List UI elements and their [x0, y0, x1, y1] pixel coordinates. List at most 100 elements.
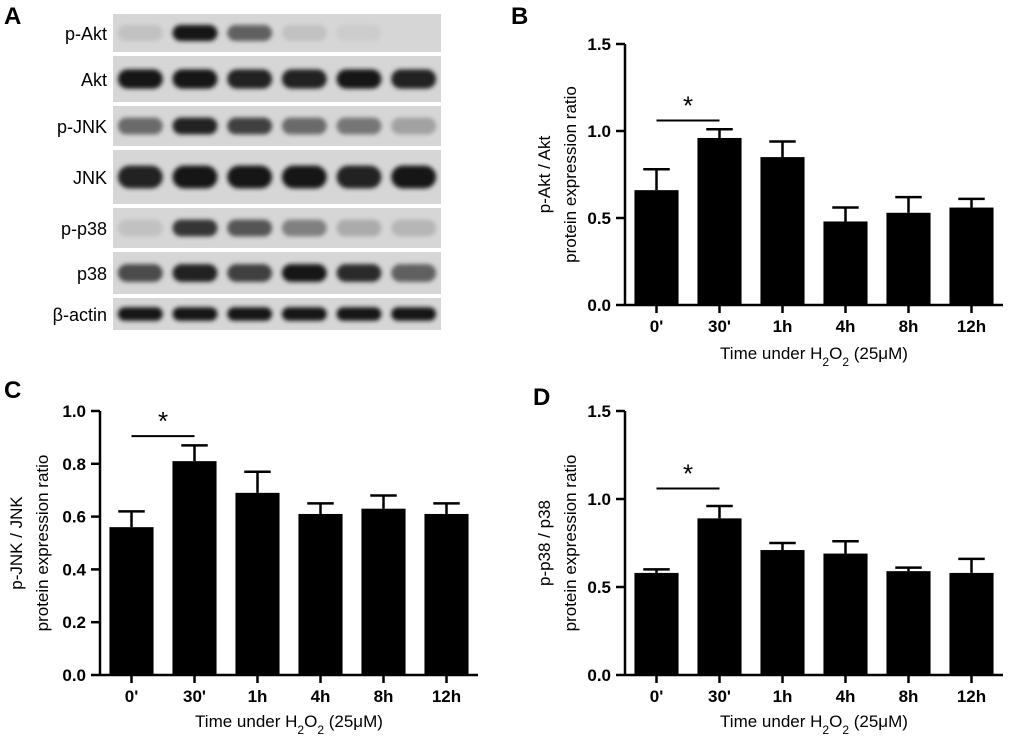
bar	[235, 492, 280, 675]
blot-band	[172, 264, 218, 282]
x-tick-label: 0'	[125, 687, 139, 706]
x-tick-label: 30'	[183, 687, 206, 706]
blot-band	[117, 264, 163, 282]
chart-c-plot: 0.0 0.2 0.4 0.6 0.8 1.0 0' 30' 1h 4h 8h 12h * p-JNK /…	[7, 402, 478, 736]
y-tick-label: 0.8	[62, 455, 86, 474]
blot-row-label: p-p38	[61, 219, 107, 239]
y-tick-label: 0.5	[587, 209, 611, 228]
blot-band	[391, 219, 437, 237]
blot-band	[281, 117, 327, 135]
y-tick-label: 1.0	[587, 122, 611, 141]
bar	[634, 190, 679, 305]
y-tick-label: 0.6	[62, 508, 86, 527]
blot-band	[172, 307, 218, 321]
x-tick-label: 1h	[773, 317, 793, 336]
blot-band	[281, 25, 327, 41]
blot-band	[281, 219, 327, 237]
blot-band	[117, 69, 163, 89]
blot-row-label: JNK	[73, 168, 107, 188]
bar	[823, 553, 868, 675]
bar	[886, 571, 931, 675]
blot-band	[117, 307, 163, 321]
blot-band	[172, 219, 218, 237]
blot-strip	[113, 56, 441, 102]
significance-marker: *	[683, 458, 693, 488]
bar	[361, 508, 406, 675]
y-axis-label: protein expression ratio	[33, 455, 52, 632]
blot-band	[391, 307, 437, 321]
bar	[697, 518, 742, 675]
x-tick-label: 4h	[311, 687, 331, 706]
x-tick-label: 12h	[957, 687, 986, 706]
y-axis-label: protein expression ratio	[561, 86, 580, 263]
bar	[949, 572, 994, 675]
blot-band	[281, 307, 327, 321]
blot-row-label: p-JNK	[57, 117, 107, 137]
bar	[298, 513, 343, 675]
blot-band	[227, 307, 273, 321]
blot-band	[227, 69, 273, 89]
significance-marker: *	[683, 91, 693, 121]
blot-band	[227, 165, 273, 189]
blot-band	[336, 219, 382, 237]
blot-band	[391, 264, 437, 282]
blot-band	[391, 165, 437, 189]
blot-band	[336, 307, 382, 321]
blot-band	[172, 165, 218, 189]
panel-a-western-blot: A p-Akt Akt p-JNK JNK p-p38 p38 β-actin	[4, 3, 441, 330]
blot-strip	[113, 298, 441, 330]
blot-band	[172, 69, 218, 89]
y-tick-label: 0.2	[62, 613, 86, 632]
y-tick-label: 0.4	[62, 560, 86, 579]
blot-band	[336, 117, 382, 135]
x-tick-label: 30'	[708, 317, 731, 336]
panel-b-letter: B	[511, 3, 528, 30]
blot-band	[172, 117, 218, 135]
x-tick-label: 30'	[708, 687, 731, 706]
panel-c-chart: C 0.0 0.2 0.4 0.6 0.8 1.0 0' 30' 1h 4h 8h 12h * p-JNK…	[4, 377, 478, 736]
blot-strip	[113, 106, 441, 146]
y-tick-label: 0.0	[587, 666, 611, 685]
bar	[424, 513, 469, 675]
blot-band	[227, 219, 273, 237]
blot-band	[281, 264, 327, 282]
blot-band	[391, 117, 437, 135]
chart-d-plot: 0.0 0.5 1.0 1.5 0' 30' 1h 4h 8h 12h * p-p38 / p38 pr…	[535, 402, 1003, 736]
x-tick-label: 1h	[773, 687, 793, 706]
panel-b-chart: B 0.0 0.5 1.0 1.5 0' 30' 1h 4h 8h 12h * p-Akt / Akt…	[511, 3, 1003, 369]
blot-band	[391, 69, 437, 89]
bar	[823, 221, 868, 305]
blot-band	[172, 25, 218, 41]
blot-band	[391, 25, 437, 41]
y-tick-label: 0.0	[62, 666, 86, 685]
blot-band	[117, 117, 163, 135]
blot-row-label: β-actin	[53, 305, 107, 325]
bar	[760, 157, 805, 305]
x-tick-label: 0'	[650, 317, 664, 336]
blot-band	[117, 165, 163, 189]
bar	[886, 212, 931, 305]
y-tick-label: 1.5	[587, 402, 611, 421]
x-axis-label: Time under H2O2 (25μM)	[720, 712, 908, 736]
blot-band	[336, 264, 382, 282]
blot-strip	[113, 150, 441, 204]
blot-strip	[113, 14, 441, 52]
y-axis-label: protein expression ratio	[561, 455, 580, 632]
blot-band	[336, 165, 382, 189]
blot-strip	[113, 252, 441, 294]
blot-band	[281, 165, 327, 189]
y-tick-label: 1.0	[587, 490, 611, 509]
blot-row-label: p38	[77, 264, 107, 284]
y-tick-label: 1.0	[62, 402, 86, 421]
blot-band	[117, 219, 163, 237]
x-tick-label: 8h	[899, 687, 919, 706]
panel-d-chart: D 0.0 0.5 1.0 1.5 0' 30' 1h 4h 8h 12h * p-p38 / p38…	[533, 384, 1003, 736]
x-tick-label: 8h	[899, 317, 919, 336]
blot-band	[227, 264, 273, 282]
x-tick-label: 4h	[836, 317, 856, 336]
blot-band	[227, 25, 273, 41]
blot-row-label: p-Akt	[65, 24, 107, 44]
x-axis-label: Time under H2O2 (25μM)	[195, 712, 383, 736]
blot-band	[281, 69, 327, 89]
y-tick-label: 0.0	[587, 296, 611, 315]
